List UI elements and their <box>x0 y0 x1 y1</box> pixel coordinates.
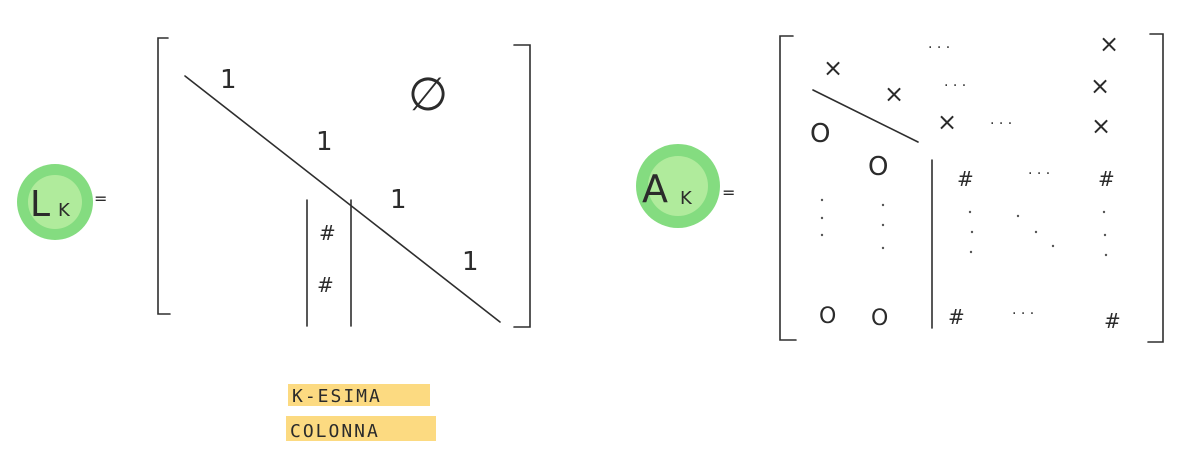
ak-row2-dots: · · · <box>944 78 966 94</box>
ak-zero-1: O <box>810 119 830 149</box>
lk-name-main: L <box>30 184 50 225</box>
column-note-line2: COLONNA <box>290 421 380 442</box>
lk-matrix: 1 1 1 1 ∅ # # <box>157 37 531 328</box>
ak-equals: = <box>722 183 735 202</box>
lk-left-bracket <box>157 37 171 315</box>
lk-diag-one-1: 1 <box>220 65 237 95</box>
lk-diagonal-line <box>184 75 501 323</box>
ak-sub-vdots <box>968 210 1108 257</box>
ak-green-highlight-inner <box>648 156 708 216</box>
ak-right-bracket <box>1147 33 1164 343</box>
ak-hash-2: # <box>1098 167 1115 191</box>
ak-x-5: × <box>1090 72 1110 100</box>
ak-zero-3: O <box>819 304 836 329</box>
ak-x-6: × <box>1091 112 1111 140</box>
lk-right-bracket <box>513 44 531 328</box>
ak-hash-1: # <box>957 167 974 191</box>
ak-x-3: × <box>937 108 957 136</box>
ak-name-sub: K <box>680 188 693 209</box>
lk-column-entry-1: # <box>319 221 336 245</box>
ak-sub-row1-dots: · · · <box>1028 166 1050 182</box>
lk-label-group: L K = <box>17 164 107 240</box>
ak-left-bracket <box>779 35 797 341</box>
ak-sub-rowlast-dots: · · · <box>1012 306 1034 322</box>
ak-left-vdots <box>820 198 885 250</box>
ak-hash-3: # <box>948 305 965 329</box>
lk-upper-zero: ∅ <box>408 67 448 121</box>
lk-column-entry-2: # <box>317 273 334 297</box>
ak-name-main: A <box>642 167 668 211</box>
ak-row3-dots: · · · <box>990 116 1012 132</box>
column-note-highlight-2 <box>286 416 436 441</box>
ak-row1-dots: · · · <box>928 40 950 56</box>
lk-diag-one-2: 1 <box>316 127 333 157</box>
ak-hash-4: # <box>1104 309 1121 333</box>
ak-zero-2: O <box>868 152 888 182</box>
ak-x-1: × <box>823 54 843 82</box>
ak-matrix: × × × · · · · · · · · · × × × O O O O # … <box>779 30 1164 343</box>
lk-diag-one-3: 1 <box>390 185 407 215</box>
ak-x-2: × <box>884 80 904 108</box>
lk-name-sub: K <box>58 200 71 221</box>
column-note-line1: K-ESIMA <box>292 386 382 407</box>
lk-equals: = <box>94 189 107 208</box>
ak-x-4: × <box>1099 30 1119 58</box>
lk-green-highlight-inner <box>28 175 82 229</box>
lk-diag-one-4: 1 <box>462 247 479 277</box>
column-note-highlight-1 <box>288 384 430 406</box>
column-note: K-ESIMA COLONNA <box>286 384 436 442</box>
ak-zero-4: O <box>871 306 888 331</box>
ak-label-group: A K = <box>636 144 735 228</box>
ak-diagonal-line <box>812 89 919 143</box>
